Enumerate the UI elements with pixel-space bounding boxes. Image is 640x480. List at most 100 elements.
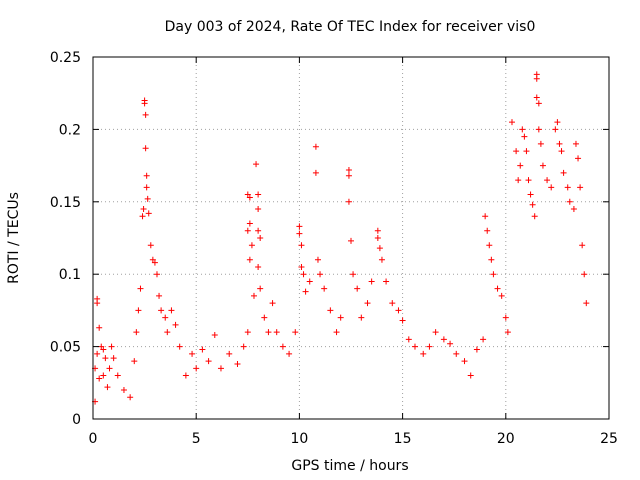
x-tick-label: 15 — [394, 431, 412, 447]
data-point — [564, 184, 571, 191]
data-point — [482, 213, 489, 220]
data-point — [529, 201, 536, 208]
data-point — [106, 365, 113, 372]
data-point — [217, 365, 224, 372]
data-point — [544, 177, 551, 184]
data-point — [104, 384, 111, 391]
data-point — [261, 314, 268, 321]
x-axis-label: GPS time / hours — [291, 458, 408, 474]
data-point — [453, 350, 460, 357]
data-point — [141, 100, 148, 107]
data-point — [255, 227, 262, 234]
data-point — [537, 140, 544, 147]
data-point — [488, 256, 495, 263]
data-point — [533, 75, 540, 82]
data-point — [151, 259, 158, 266]
data-point — [513, 148, 520, 155]
data-point — [374, 227, 381, 234]
data-point — [314, 256, 321, 263]
data-point — [432, 329, 439, 336]
data-point — [100, 372, 107, 379]
data-point — [548, 184, 555, 191]
data-point — [182, 372, 189, 379]
data-point — [376, 245, 383, 252]
data-point — [296, 223, 303, 230]
data-point — [583, 300, 590, 307]
data-point — [447, 340, 454, 347]
data-point — [581, 271, 588, 278]
data-point — [205, 358, 212, 365]
data-point — [535, 126, 542, 133]
data-point — [298, 263, 305, 270]
data-point — [143, 184, 150, 191]
data-point — [143, 172, 150, 179]
data-point — [140, 206, 147, 213]
y-axis-label: ROTI / TECUs — [6, 192, 22, 284]
data-point — [426, 343, 433, 350]
data-point — [255, 263, 262, 270]
data-point — [411, 343, 418, 350]
data-point — [96, 375, 103, 382]
data-point — [211, 332, 218, 339]
data-point — [405, 336, 412, 343]
data-point — [145, 210, 152, 217]
data-point — [566, 198, 573, 205]
data-point — [110, 355, 117, 362]
grid-lines — [93, 57, 609, 419]
data-point — [572, 140, 579, 147]
data-point — [102, 355, 109, 362]
data-point — [317, 271, 324, 278]
x-tick-label: 10 — [290, 431, 308, 447]
data-point — [502, 314, 509, 321]
data-point — [508, 119, 515, 126]
data-point — [348, 237, 354, 244]
data-point — [399, 317, 406, 324]
data-point — [395, 307, 402, 314]
data-point — [273, 329, 280, 336]
chart-title: Day 003 of 2024, Rate Of TEC Index for r… — [165, 19, 536, 35]
y-tick-label: 0.15 — [50, 195, 81, 211]
data-point — [498, 292, 505, 299]
data-point — [127, 394, 134, 401]
data-point — [131, 358, 138, 365]
y-tick-label: 0.1 — [59, 267, 81, 283]
data-point — [158, 307, 165, 314]
data-point — [176, 343, 183, 350]
y-tick-label: 0 — [72, 412, 81, 428]
data-point — [533, 94, 540, 101]
x-tick-label: 5 — [192, 431, 201, 447]
data-point — [364, 300, 371, 307]
data-point — [337, 314, 344, 321]
data-point — [94, 350, 101, 357]
data-point — [255, 191, 262, 198]
data-point — [120, 387, 127, 394]
data-point — [473, 346, 480, 353]
data-point — [535, 100, 542, 107]
data-point — [164, 329, 171, 336]
y-tick-label: 0.25 — [50, 50, 81, 66]
data-point — [142, 111, 149, 118]
data-point — [94, 300, 101, 307]
data-point — [486, 242, 493, 249]
data-point — [300, 271, 307, 278]
x-tick-label: 20 — [497, 431, 515, 447]
data-point — [139, 213, 146, 220]
data-point — [440, 336, 447, 343]
data-point — [368, 278, 375, 285]
data-point — [108, 343, 115, 350]
data-point — [257, 235, 264, 241]
data-point — [575, 155, 582, 162]
data-point — [153, 271, 160, 278]
data-point — [467, 372, 474, 379]
data-point — [539, 162, 546, 169]
data-point — [378, 256, 385, 263]
data-point — [168, 307, 175, 314]
data-point — [234, 360, 241, 367]
data-point — [321, 285, 328, 292]
data-point — [162, 314, 169, 321]
x-tick-label: 25 — [600, 431, 618, 447]
data-point — [552, 126, 559, 133]
data-point — [494, 285, 501, 292]
data-point — [302, 288, 309, 295]
data-point — [189, 350, 196, 357]
